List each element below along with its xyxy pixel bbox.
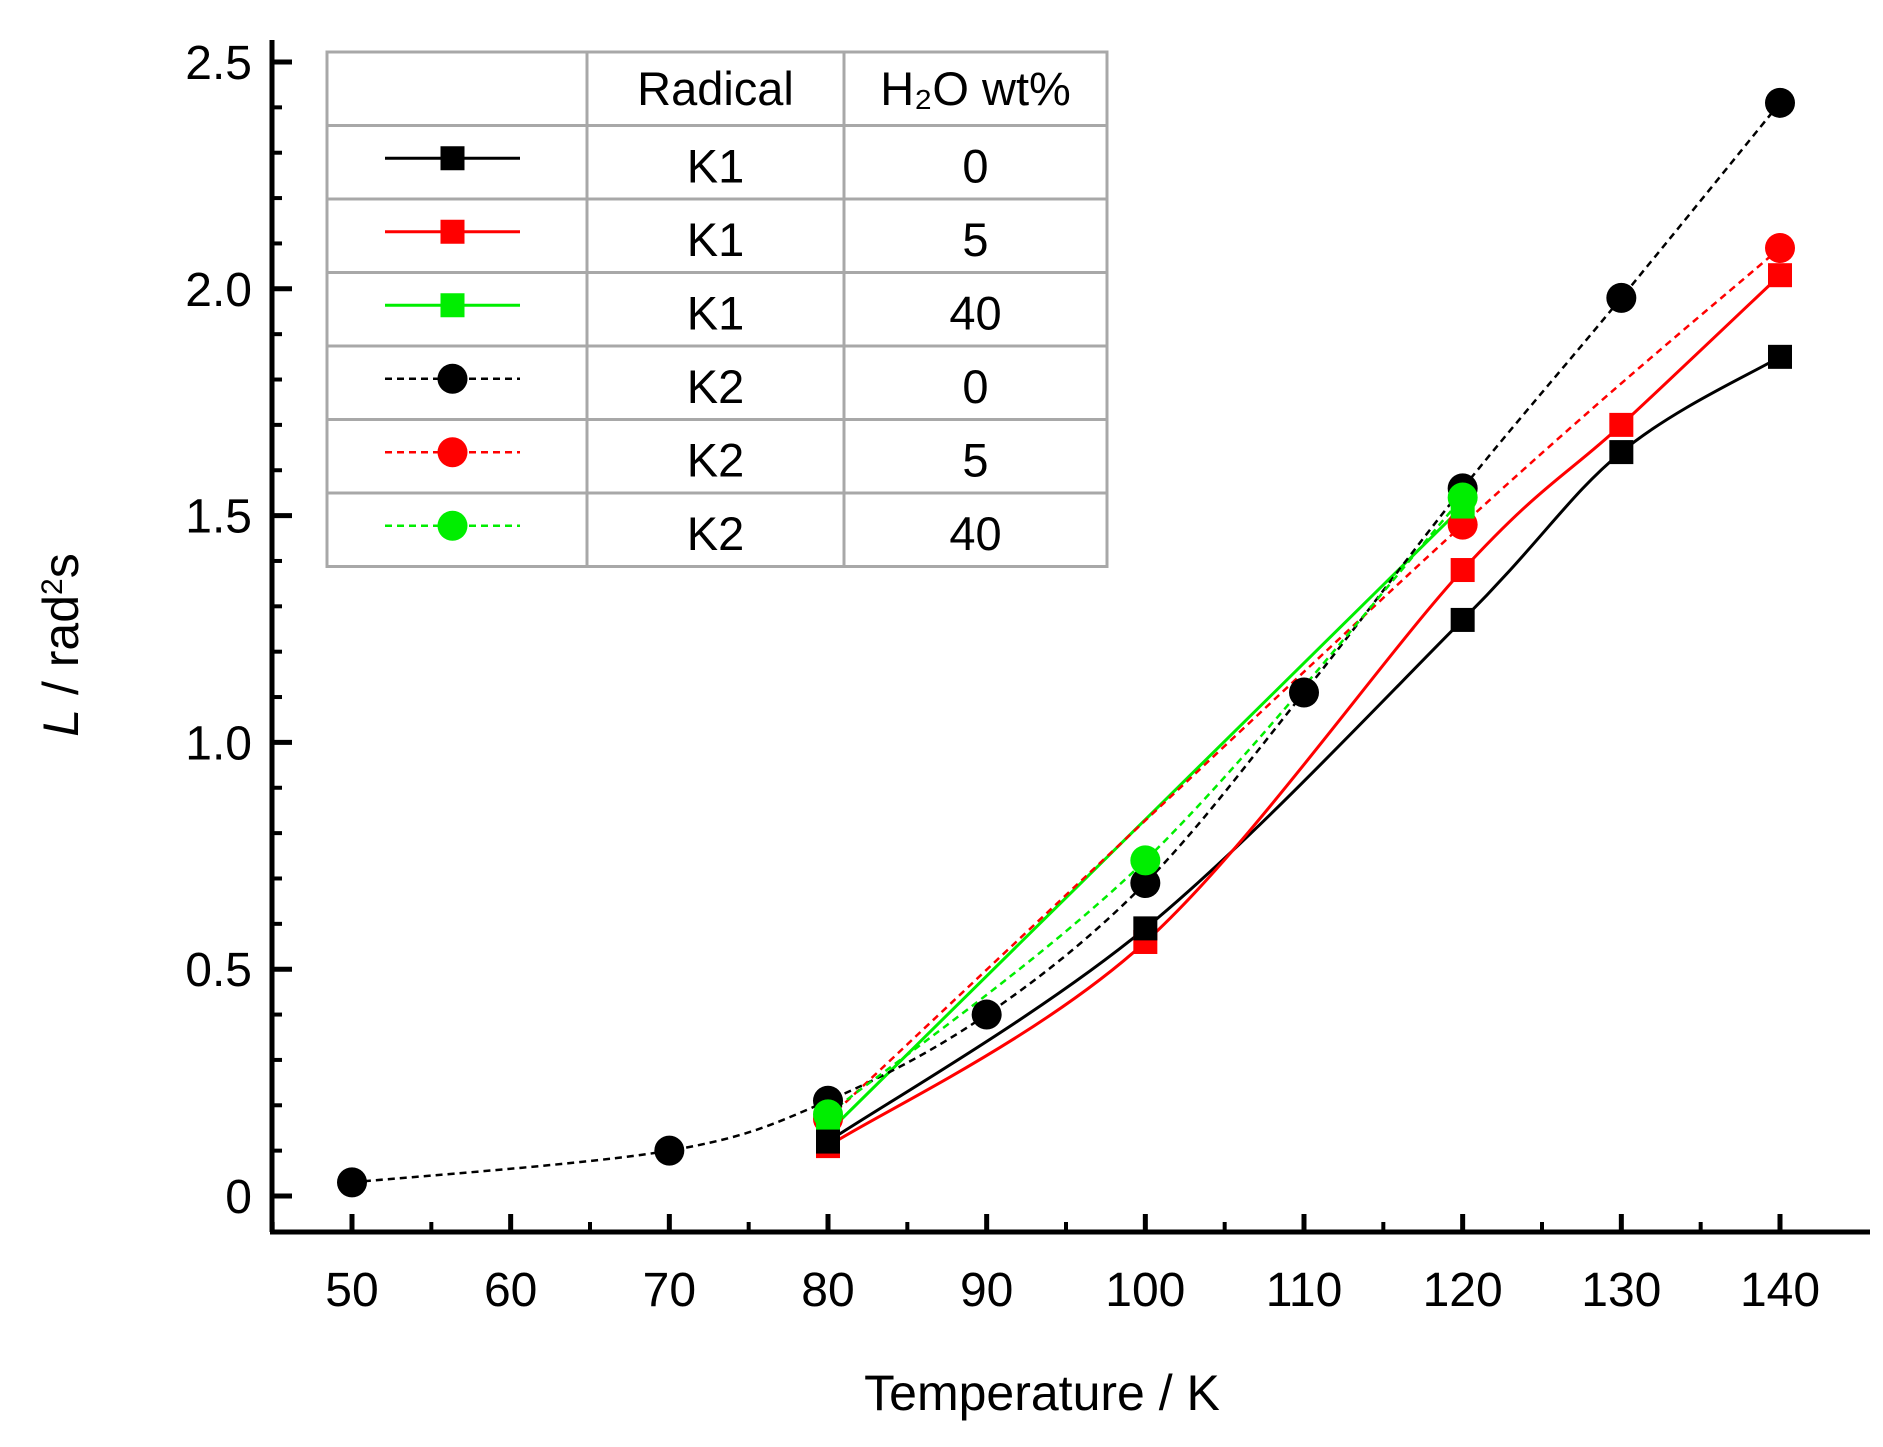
legend-marker-2 (440, 219, 465, 244)
y-axis-title-symbol: L (33, 709, 89, 737)
y-tick-label: 0.5 (185, 944, 252, 997)
data-point-s2-3 (1450, 558, 1475, 583)
x-tick-label: 90 (960, 1264, 1013, 1317)
legend-water-2: 5 (962, 213, 988, 266)
series-line-5 (827, 247, 1781, 1120)
y-axis-title: L / rad2s (33, 553, 89, 736)
y-tick-label: 2.5 (185, 37, 252, 90)
legend-water-6: 40 (949, 507, 1001, 560)
x-tick-label: 80 (801, 1264, 854, 1317)
legend-water-5: 5 (962, 433, 988, 486)
legend-water-3: 40 (949, 286, 1001, 339)
x-tick-label: 50 (325, 1264, 378, 1317)
legend-header-2: H₂O wt% (880, 62, 1071, 115)
x-tick-label: 70 (643, 1264, 696, 1317)
legend-marker-3 (440, 293, 465, 318)
legend-water-1: 0 (962, 139, 988, 192)
data-point-s1-3 (1450, 607, 1475, 632)
data-point-s5-3 (1765, 232, 1795, 263)
legend-water-4: 0 (962, 360, 988, 413)
data-point-s1-1 (816, 1129, 840, 1154)
legend-marker-4 (437, 363, 468, 394)
x-tick-label: 140 (1740, 1264, 1820, 1317)
y-axis-title-unit: / rad (33, 595, 89, 709)
y-tick-label: 2.0 (185, 264, 252, 317)
y-axis-title-tail: s (33, 553, 89, 578)
plot-lines (337, 87, 1795, 1198)
legend-radical-2: K1 (687, 213, 745, 266)
x-tick-label: 100 (1105, 1264, 1185, 1317)
y-tick-label: 1.5 (185, 491, 252, 544)
y-tick-label: 1.0 (185, 717, 252, 770)
legend: Radical H₂O wt% K1 0 K1 5 K1 40 K2 0 K2 5 K2 40 (325, 50, 1109, 568)
x-tick-label: 120 (1423, 1264, 1503, 1317)
y-axis-title-sup: 2 (36, 578, 69, 595)
data-point-s2-4 (1609, 412, 1634, 437)
legend-marker-5 (437, 437, 468, 468)
data-point-s3-2 (1450, 494, 1475, 519)
data-point-s6-2 (1130, 845, 1161, 876)
x-tick-label: 110 (1266, 1264, 1343, 1317)
x-axis-title: Temperature / K (864, 1365, 1220, 1421)
legend-radical-6: K2 (687, 507, 745, 560)
axes: 00.51.01.52.02.550 60 70 80 90 100 110 120 130 14… (185, 37, 1870, 1317)
series-line-6 (827, 496, 1464, 1116)
legend-radical-5: K2 (687, 433, 745, 486)
data-point-s2-5 (1768, 263, 1792, 288)
data-point-s4-5 (1130, 868, 1161, 899)
axis-titles: Temperature / K L / rad2s (33, 553, 1220, 1421)
y-tick-label: 0 (225, 1171, 252, 1224)
x-tick-label: 60 (484, 1264, 537, 1317)
legend-marker-1 (440, 146, 465, 171)
data-point-s4-9 (1765, 87, 1795, 118)
data-point-s4-1 (337, 1167, 367, 1198)
series-line-1 (827, 355, 1781, 1143)
data-point-s1-2 (1133, 916, 1158, 941)
data-point-s4-2 (654, 1135, 685, 1166)
legend-header-1: Radical (637, 62, 794, 115)
x-tick-label: 130 (1581, 1264, 1661, 1317)
data-point-s1-4 (1609, 440, 1634, 465)
series-line-2 (827, 274, 1782, 1148)
legend-radical-3: K1 (687, 286, 745, 339)
series-line-4 (351, 102, 1781, 1184)
data-point-s1-5 (1768, 344, 1792, 369)
data-point-s4-6 (1289, 677, 1319, 708)
data-point-s4-8 (1606, 282, 1637, 313)
legend-radical-1: K1 (687, 139, 745, 192)
data-point-s4-4 (971, 999, 1002, 1030)
legend-marker-6 (437, 510, 468, 541)
legend-radical-4: K2 (687, 360, 745, 413)
